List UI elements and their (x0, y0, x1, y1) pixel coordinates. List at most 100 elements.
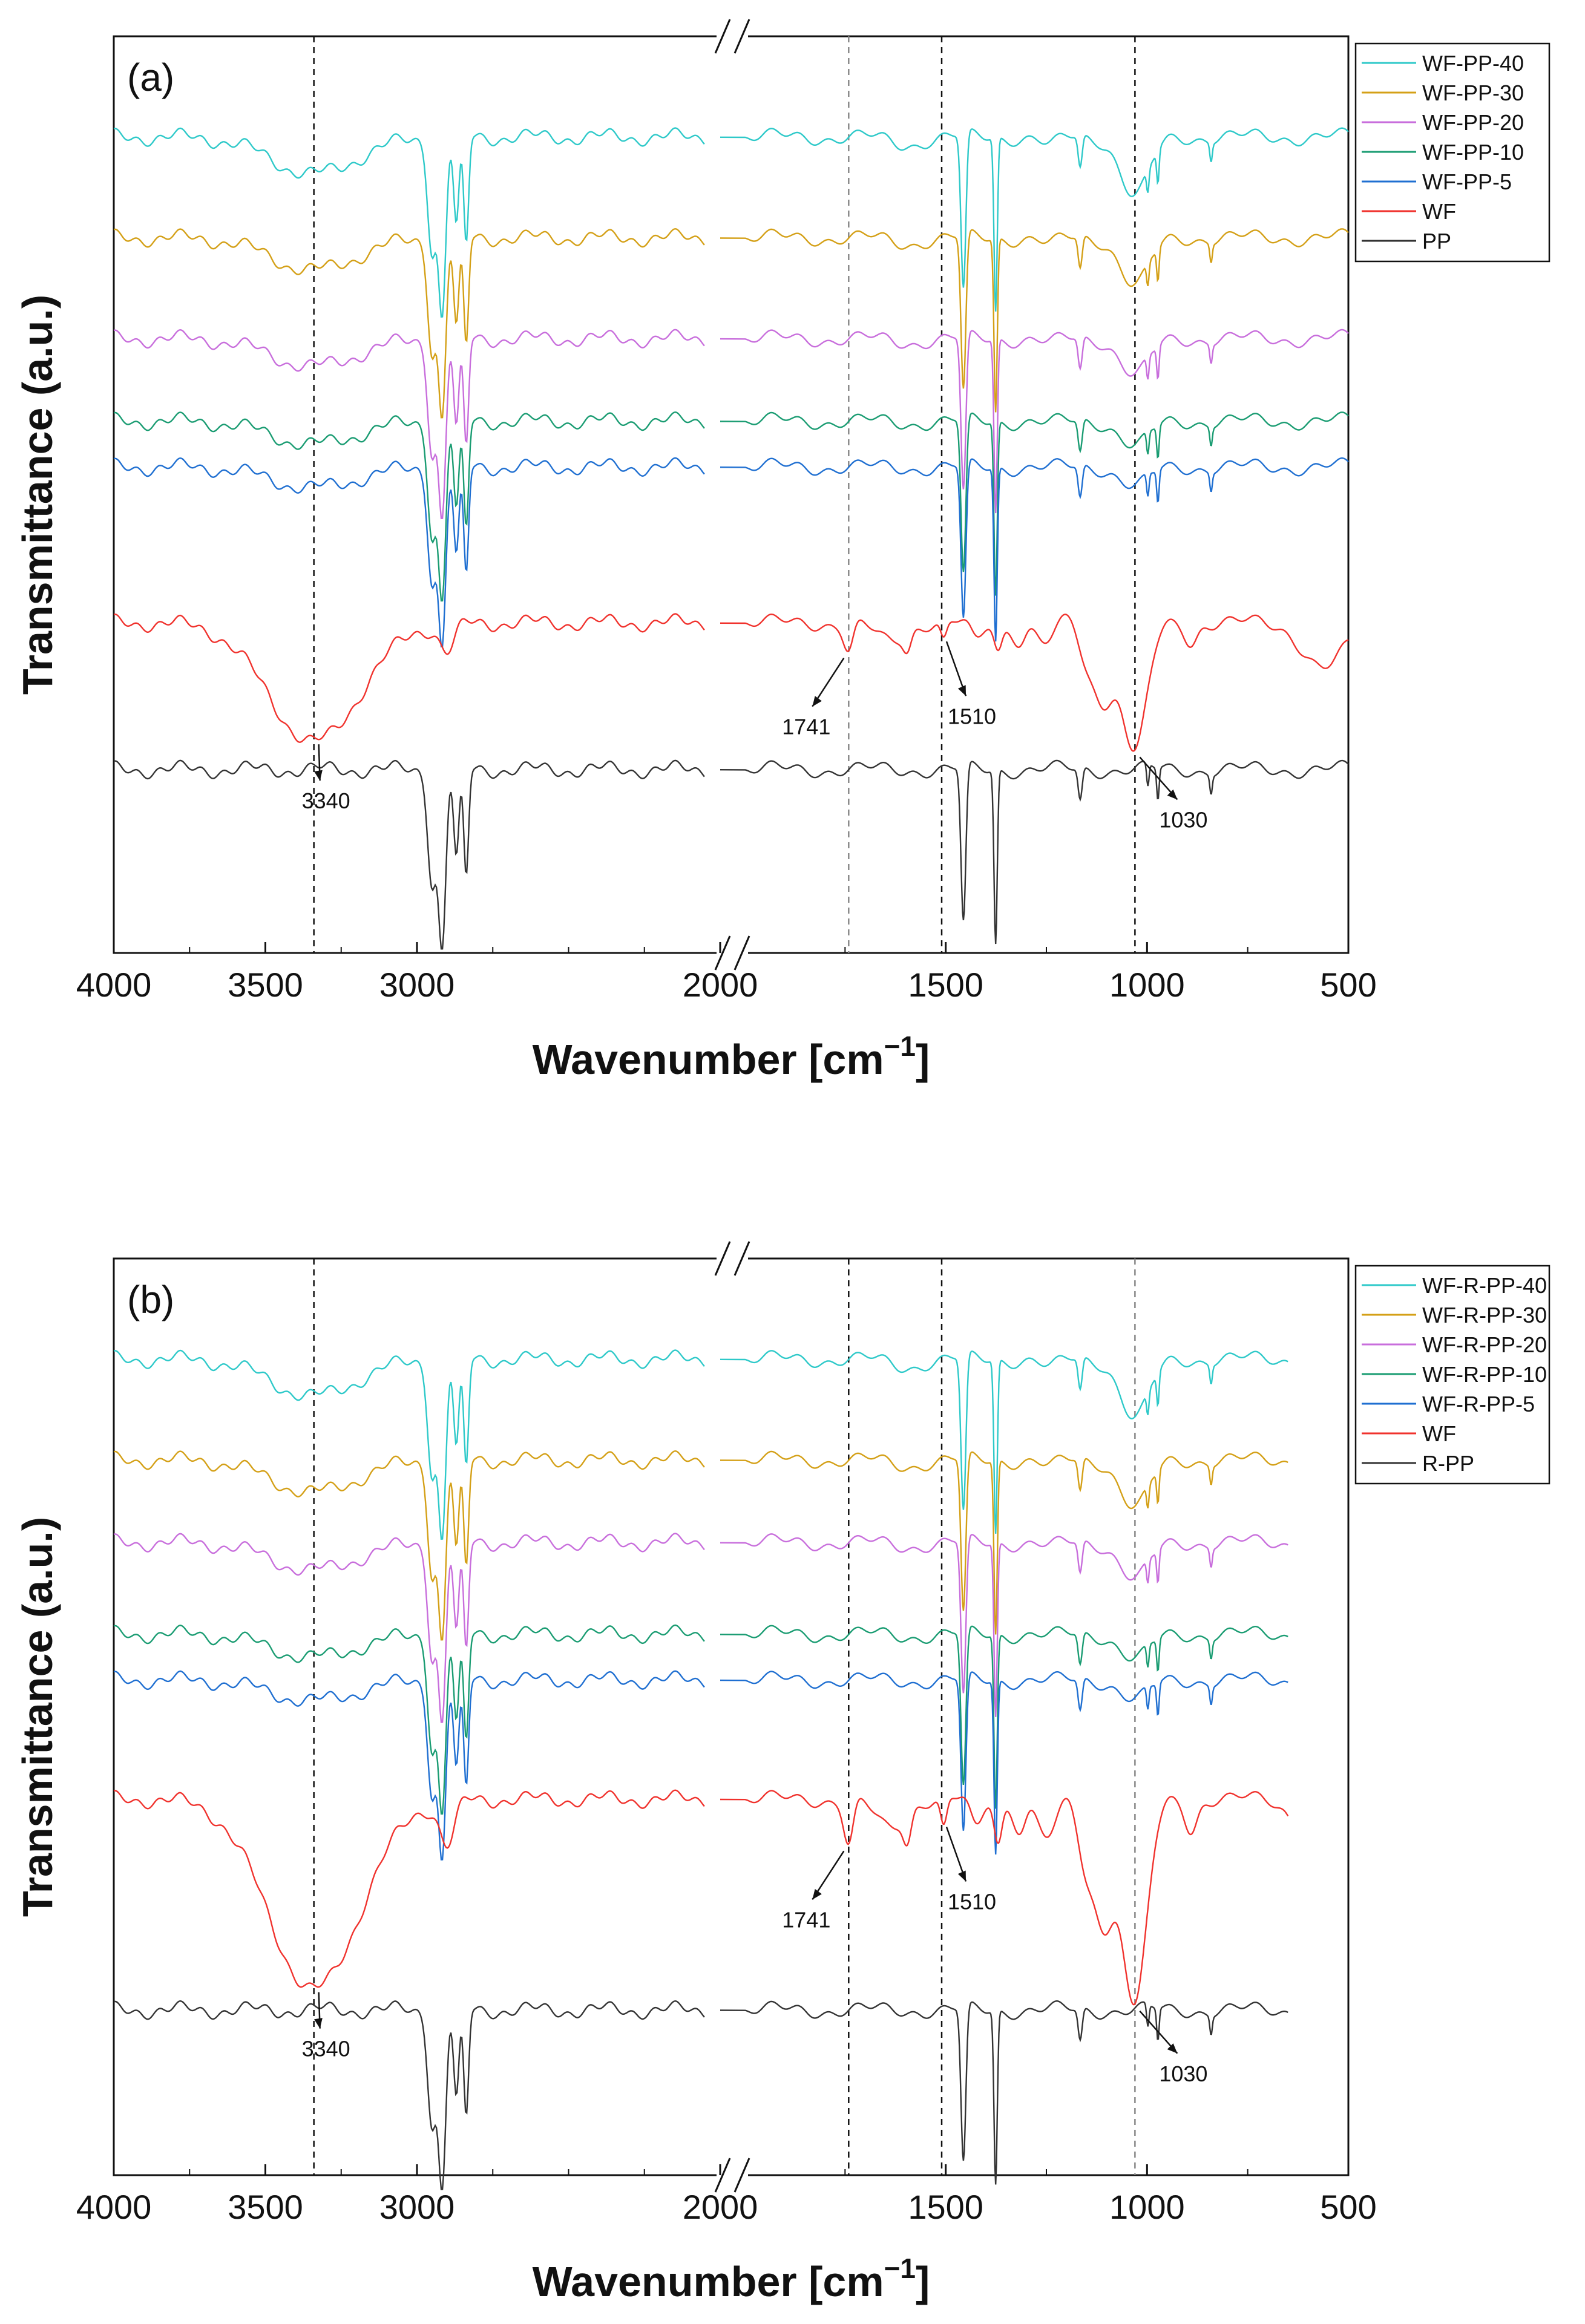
x-tick-label: 3000 (379, 966, 455, 1004)
series-line-WF-R-PP-5 (113, 1670, 705, 1861)
legend-entry-WF-R-PP-5: WF-R-PP-5 (1422, 1392, 1535, 1416)
y-axis-title: Transmittance (a.u.) (14, 295, 61, 695)
x-tick-label: 1000 (1109, 966, 1185, 1004)
series-WF-PP-40 (113, 127, 1349, 318)
legend-entry-WF-PP-40: WF-PP-40 (1422, 51, 1524, 76)
series-line-WF (113, 613, 705, 743)
y-axis-title: Transmittance (a.u.) (14, 1517, 61, 1917)
panel-label: (b) (127, 1278, 174, 1321)
legend-entry-WF-R-PP-10: WF-R-PP-10 (1422, 1362, 1547, 1387)
annotation-label-1741: 1741 (782, 715, 830, 739)
axis-break-mark (733, 19, 750, 54)
series-line-WF-R-PP-10 (113, 1624, 705, 1815)
annotation-arrowhead (957, 685, 966, 696)
series-WF-R-PP-10 (113, 1624, 1288, 1815)
axis-break-mark (733, 1241, 750, 1276)
annotation-arrowhead (812, 1889, 822, 1900)
x-tick-label: 500 (1320, 966, 1376, 1004)
annotation-arrowhead (1167, 2043, 1178, 2054)
legend-entry-WF-PP-10: WF-PP-10 (1422, 140, 1524, 165)
series-PP (113, 759, 1349, 950)
x-axis-title-main: Wavenumber [cm (533, 1036, 884, 1083)
series-line-WF-PP-10 (720, 411, 1349, 596)
legend: WF-R-PP-40 WF-R-PP-30 WF-R-PP-20 WF-R-PP-10… (1354, 1265, 1551, 1485)
annotation-arrowhead (1167, 789, 1178, 800)
series-R-PP (113, 2000, 1288, 2190)
series-line-R-PP (113, 2000, 705, 2190)
annotation-label-3340: 3340 (302, 2037, 350, 2061)
annotation-arrowhead (314, 2018, 323, 2029)
legend-entry-PP: PP (1422, 229, 1451, 254)
annotation-label-1741: 1741 (782, 1907, 830, 1932)
x-axis-title: Wavenumber [cm−1] (533, 2253, 930, 2305)
axis-break-gap (717, 949, 748, 957)
x-axis-title-superscript: −1 (884, 2253, 916, 2284)
x-tick-label: 3500 (228, 2188, 303, 2226)
series-WF-PP-20 (113, 329, 1349, 520)
series-WF-PP-10 (113, 411, 1349, 602)
series-line-WF-R-PP-30 (113, 1450, 705, 1641)
axis-break-mark (714, 935, 731, 971)
series-line-WF-PP-40 (113, 127, 705, 318)
annotation-label-3340: 3340 (302, 788, 350, 813)
series-line-PP (720, 759, 1349, 944)
annotation-label-1030: 1030 (1159, 807, 1207, 832)
series-line-WF-R-PP-40 (720, 1350, 1288, 1534)
annotation-label-1510: 1510 (948, 1889, 996, 1914)
legend-entry-WF-R-PP-20: WF-R-PP-20 (1422, 1332, 1547, 1357)
series-line-WF (720, 614, 1349, 752)
x-axis-title-main: Wavenumber [cm (533, 2258, 884, 2305)
x-tick-label: 3500 (228, 966, 303, 1004)
x-tick-label: 2000 (683, 966, 758, 1004)
series-line-WF-PP-30 (113, 227, 705, 419)
x-tick-label: 4000 (76, 966, 152, 1004)
legend-entry-WF-R-PP-40: WF-R-PP-40 (1422, 1273, 1547, 1298)
x-tick-label: 1500 (908, 966, 983, 1004)
series-line-WF-PP-30 (720, 228, 1349, 413)
series-WF-PP-30 (113, 227, 1349, 419)
annotation-arrowhead (812, 696, 822, 707)
series-line-R-PP (720, 2000, 1288, 2185)
series-line-WF-R-PP-10 (720, 1625, 1288, 1809)
series-line-WF (113, 1789, 705, 1988)
legend-entry-WF: WF (1422, 1421, 1456, 1446)
series-line-WF-PP-10 (113, 411, 705, 602)
axis-break-gap (717, 2172, 748, 2179)
series-WF-R-PP-20 (113, 1533, 1288, 1723)
legend-entry-WF-R-PP-30: WF-R-PP-30 (1422, 1303, 1547, 1327)
series-line-WF-PP-5 (113, 457, 705, 648)
axis-break-mark (733, 2158, 750, 2193)
series-line-WF-R-PP-40 (113, 1349, 705, 1540)
axis-break-mark (733, 935, 750, 971)
x-axis-title: Wavenumber [cm−1] (533, 1030, 930, 1083)
legend: WF-PP-40 WF-PP-30 WF-PP-20 WF-PP-10 WF-PP-5 W… (1354, 42, 1551, 263)
series-line-WF (720, 1790, 1289, 2006)
series-WF (113, 1789, 1289, 2006)
annotation-arrowhead (314, 770, 323, 781)
axis-break-mark (714, 19, 731, 54)
chart-panel-b: 4000 3500 3000 2000 1500 1000 500 3340 1741 1510 1… (14, 1241, 1551, 2305)
axis-break-gap (717, 33, 748, 40)
legend-entry-WF-PP-5: WF-PP-5 (1422, 169, 1512, 194)
x-tick-label: 3000 (379, 2188, 455, 2226)
series-line-PP (113, 759, 705, 950)
series-line-WF-PP-5 (720, 457, 1349, 642)
x-tick-label: 1000 (1109, 2188, 1185, 2226)
x-tick-label: 2000 (683, 2188, 758, 2226)
annotation-arrowhead (957, 1870, 966, 1882)
series-WF (113, 613, 1349, 752)
legend-entry-WF-PP-20: WF-PP-20 (1422, 110, 1524, 135)
annotation-label-1510: 1510 (948, 704, 996, 728)
panel-label: (a) (127, 56, 174, 99)
legend-entry-WF: WF (1422, 199, 1456, 224)
chart-panel-a: 4000 3500 3000 2000 1500 1000 500 3340 1741 1510 1… (14, 19, 1551, 1083)
axis-break-mark (714, 1241, 731, 1276)
series-line-WF-PP-20 (113, 329, 705, 520)
x-tick-label: 4000 (76, 2188, 152, 2226)
x-axis-title-close: ] (916, 1036, 930, 1083)
series-WF-R-PP-30 (113, 1450, 1288, 1641)
x-tick-label: 500 (1320, 2188, 1376, 2226)
series-WF-R-PP-40 (113, 1349, 1288, 1540)
x-axis-title-close: ] (916, 2258, 930, 2305)
